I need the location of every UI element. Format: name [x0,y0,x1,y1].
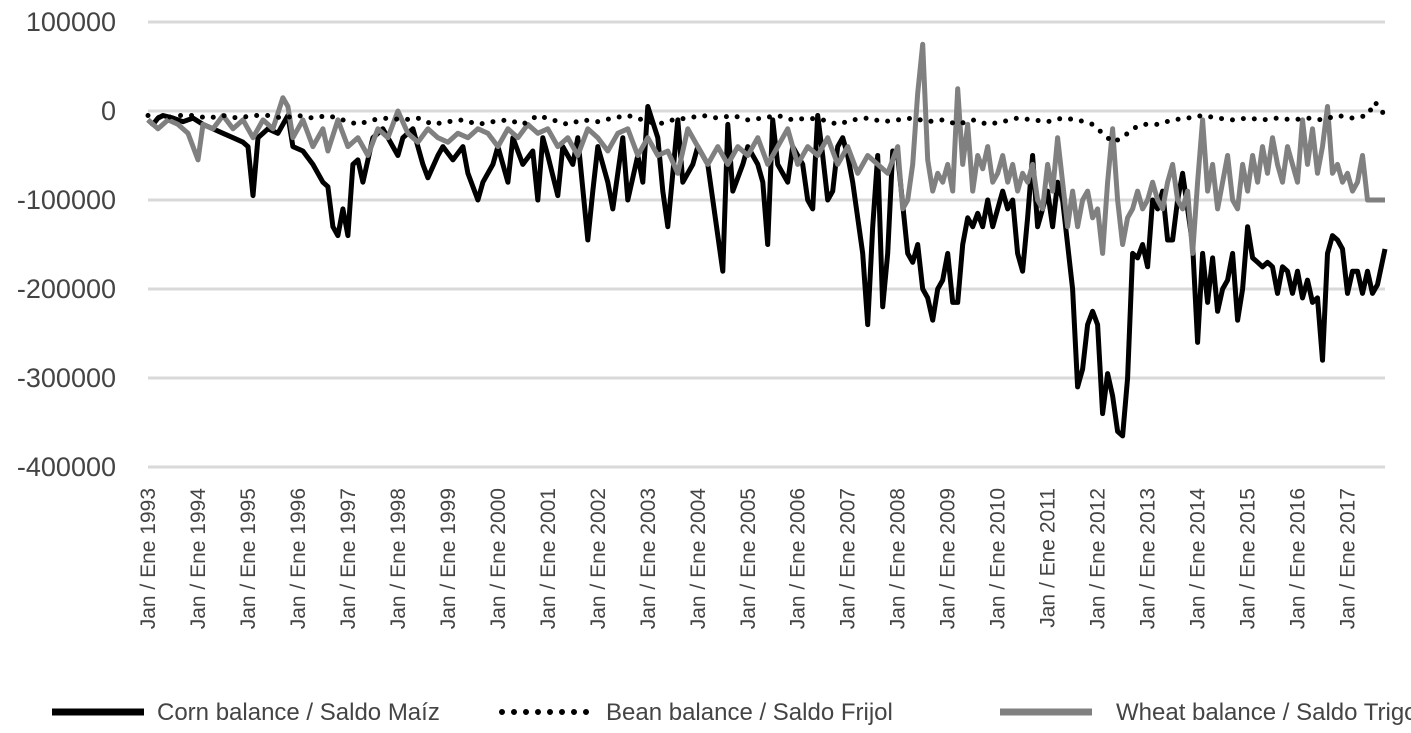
wheat-balance-line [146,41,1385,256]
x-tick-label: Jan / Ene 2011 [1037,488,1060,628]
x-tick-label: Jan / Ene 2014 [1187,488,1210,630]
y-tick-label: -200000 [17,274,116,304]
x-tick-label: Jan / Ene 2013 [1137,488,1160,629]
y-tick-label: -400000 [17,452,116,482]
x-tick-label: Jan / Ene 2005 [737,488,760,629]
legend-item-corn: Corn balance / Saldo Maíz [52,699,440,726]
x-tick-label: Jan / Ene 2000 [487,488,510,629]
legend-label: Bean balance / Saldo Frijol [606,699,893,726]
legend-item-bean: Bean balance / Saldo Frijol [499,699,893,726]
y-tick-label: 0 [101,96,116,126]
x-tick-label: Jan / Ene 1993 [137,488,160,629]
x-axis-ticks: Jan / Ene 1993 Jan / Ene 1994 Jan / Ene 19… [137,488,1360,630]
x-tick-label: Jan / Ene 1997 [337,488,360,629]
series-lines [145,41,1388,439]
x-tick-label: Jan / Ene 2006 [787,488,810,629]
x-tick-label: Jan / Ene 1995 [237,488,260,629]
x-tick-label: Jan / Ene 2015 [1237,488,1260,629]
x-tick-label: Jan / Ene 2016 [1287,488,1310,629]
x-tick-label: Jan / Ene 1996 [287,488,310,629]
y-tick-label: -300000 [17,363,116,393]
corn-balance-line [146,104,1388,439]
legend: Corn balance / Saldo Maíz Bean balance / … [52,699,1411,726]
x-tick-label: Jan / Ene 2012 [1087,488,1110,629]
x-tick-label: Jan / Ene 2004 [687,488,710,630]
legend-item-wheat: Wheat balance / Saldo Trigo [1000,699,1411,726]
x-tick-label: Jan / Ene 2017 [1337,488,1360,629]
x-tick-label: Jan / Ene 2007 [837,488,860,629]
x-tick-label: Jan / Ene 2008 [887,488,910,629]
x-tick-label: Jan / Ene 2009 [937,488,960,629]
x-tick-label: Jan / Ene 1999 [437,488,460,629]
y-axis-ticks: 100000 0 -100000 -200000 -300000 -400000 [17,7,116,482]
y-tick-label: -100000 [17,185,116,215]
x-tick-label: Jan / Ene 2001 [537,488,560,629]
x-tick-label: Jan / Ene 2003 [637,488,660,629]
legend-label: Corn balance / Saldo Maíz [157,699,440,726]
x-tick-label: Jan / Ene 1998 [387,488,410,629]
x-tick-label: Jan / Ene 1994 [187,488,210,630]
legend-label: Wheat balance / Saldo Trigo [1116,699,1411,726]
x-tick-label: Jan / Ene 2002 [587,488,610,629]
x-tick-label: Jan / Ene 2010 [987,488,1010,629]
y-tick-label: 100000 [26,7,116,37]
